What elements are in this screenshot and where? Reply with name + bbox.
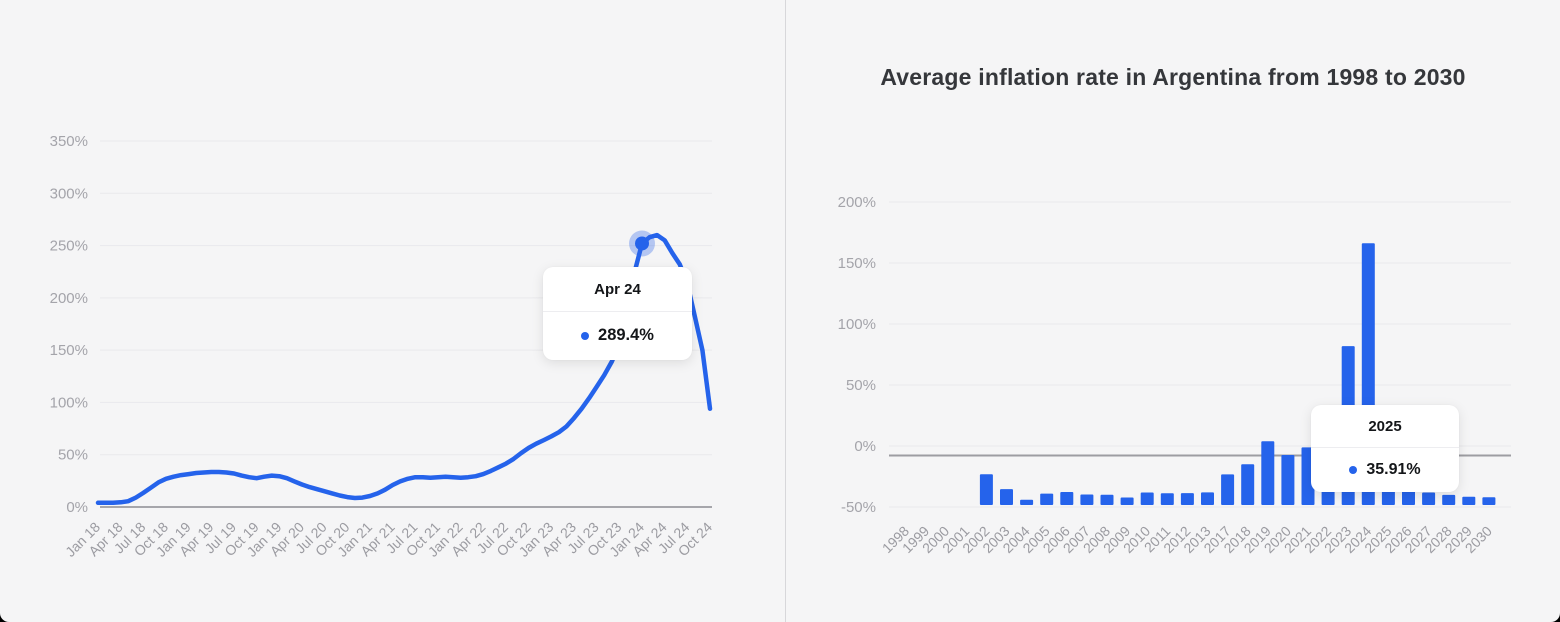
bar-2029[interactable] [1462,496,1476,505]
y-tick-label: 0% [66,499,88,516]
panel-divider [785,0,786,622]
line-chart-tooltip: Apr 24 289.4% [543,267,692,360]
y-tick-label: 0% [854,438,876,455]
bar-chart-title: Average inflation rate in Argentina from… [880,64,1466,90]
tooltip-title: Apr 24 [543,267,692,312]
series-dot-icon [581,331,590,340]
bar-2005[interactable] [1040,493,1054,505]
y-tick-label: -50% [841,499,876,516]
bar-2028[interactable] [1442,494,1456,505]
bar-chart-tooltip: 2025 35.91% [1311,405,1459,492]
bar-2019[interactable] [1261,441,1275,505]
highlight-point[interactable] [635,236,649,251]
inflation-line-series[interactable] [95,232,713,506]
y-tick-label: 350% [50,133,88,150]
y-tick-label: 50% [58,447,88,464]
y-tick-label: 100% [50,394,88,411]
tooltip-title: 2025 [1311,405,1459,448]
bar-2007[interactable] [1080,494,1094,506]
tooltip-value: 289.4% [598,326,654,344]
series-dot-icon [1349,465,1358,474]
tooltip-value-row: 35.91% [1311,448,1459,491]
bar-2006[interactable] [1060,492,1074,505]
bar-chart-panel: Average inflation rate in Argentina from… [786,0,1560,622]
y-tick-label: 50% [846,377,876,394]
bar-2010[interactable] [1140,492,1154,506]
bar-2020[interactable] [1281,455,1295,505]
bar-2012[interactable] [1180,493,1194,505]
bar-2013[interactable] [1201,492,1214,505]
tooltip-value-row: 289.4% [543,312,692,359]
bar-2030[interactable] [1482,497,1496,505]
bar-2009[interactable] [1120,497,1134,506]
bar-chart: 200%150%100%50%0%-50%1998199920002001200… [838,194,1511,556]
tooltip-value: 35.91% [1366,460,1421,478]
y-tick-label: 250% [50,238,88,255]
bar-2003[interactable] [1000,489,1013,505]
y-tick-label: 150% [50,342,88,359]
bar-2002[interactable] [979,474,993,505]
y-tick-label: 200% [50,290,88,307]
bar-2004[interactable] [1020,499,1034,505]
y-tick-label: 200% [838,194,876,211]
bar-2008[interactable] [1100,494,1114,505]
bar-2027[interactable] [1422,492,1436,506]
bar-2018[interactable] [1241,464,1255,505]
bar-2017[interactable] [1221,474,1235,505]
bar-2011[interactable] [1160,493,1174,505]
bar-2026[interactable] [1402,487,1415,505]
y-tick-label: 100% [838,316,876,333]
y-tick-label: 150% [838,255,876,272]
y-tick-label: 300% [50,185,88,202]
line-chart-panel: 350% 300% 250% 200% 150% 100% 50% 0% Jan 18 Apr 1… [50,133,716,560]
